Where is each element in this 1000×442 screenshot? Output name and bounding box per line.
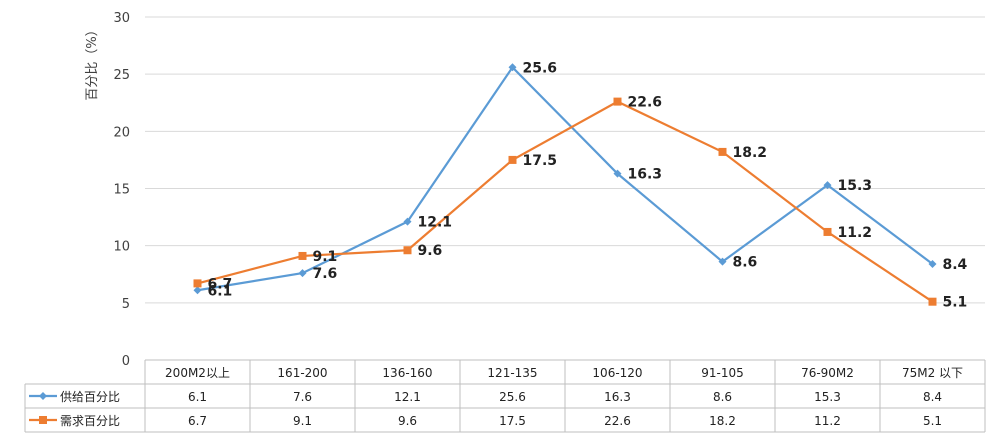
data-label: 5.1: [943, 295, 968, 311]
data-point: [613, 169, 622, 178]
table-cell: 25.6: [499, 390, 526, 404]
data-label: 15.3: [838, 178, 873, 194]
table-cell: 9.1: [293, 414, 312, 428]
table-cell: 7.6: [293, 390, 312, 404]
series-name: 供给百分比: [60, 390, 120, 404]
table-cell: 16.3: [604, 390, 631, 404]
data-point: [718, 257, 727, 266]
table-cell: 6.7: [188, 414, 207, 428]
data-label: 12.1: [418, 215, 453, 231]
series-name: 需求百分比: [60, 414, 120, 428]
category-label: 200M2以上: [165, 366, 230, 380]
data-point: [718, 147, 727, 156]
table-cell: 6.1: [188, 390, 207, 404]
y-tick-label: 0: [122, 354, 130, 369]
category-label: 91-105: [701, 366, 744, 380]
series-line-2: [197, 100, 934, 303]
table-cell: 22.6: [604, 414, 631, 428]
category-label: 106-120: [592, 366, 642, 380]
data-label: 6.1: [208, 283, 233, 299]
table-cell: 12.1: [394, 390, 421, 404]
y-axis-label: 百分比（%）: [85, 23, 100, 100]
category-label: 75M2 以下: [902, 366, 963, 380]
category-label: 76-90M2: [801, 366, 854, 380]
data-label: 8.4: [943, 257, 968, 273]
table-cell: 8.6: [713, 390, 732, 404]
data-label: 9.6: [418, 243, 443, 259]
data-label: 16.3: [628, 167, 663, 183]
data-label: 11.2: [838, 225, 873, 241]
data-point: [193, 279, 202, 288]
y-tick-label: 30: [113, 11, 130, 26]
data-label: 17.5: [523, 153, 558, 169]
data-point: [823, 227, 832, 236]
data-label: 8.6: [733, 255, 758, 271]
y-tick-label: 15: [113, 183, 130, 198]
data-point: [928, 297, 937, 306]
table-cell: 17.5: [499, 414, 526, 428]
table-cell: 18.2: [709, 414, 736, 428]
data-point: [403, 217, 412, 226]
table-cell: 5.1: [923, 414, 942, 428]
series-line-1: [197, 65, 934, 292]
legend-marker: [39, 392, 47, 400]
y-tick-label: 25: [113, 68, 130, 83]
y-tick-label: 20: [113, 125, 130, 140]
data-label: 6.7: [208, 276, 233, 292]
data-label: 25.6: [523, 60, 558, 76]
category-label: 161-200: [277, 366, 327, 380]
data-labels-layer: 6.1 7.6 12.1 25.6 16.3 8.6 15.3 8.4 6.7 9.1 9.6 17.…: [208, 60, 968, 310]
category-label: 121-135: [487, 366, 537, 380]
data-point: [403, 246, 412, 255]
data-point: [193, 286, 202, 295]
data-point: [928, 259, 937, 268]
legend-marker: [39, 416, 47, 424]
data-label: 7.6: [313, 266, 338, 282]
table-cell: 15.3: [814, 390, 841, 404]
series-layer: [193, 63, 937, 306]
table-cell: 9.6: [398, 414, 417, 428]
data-label: 22.6: [628, 95, 663, 111]
y-axis-ticks: 0 5 10 15 20 25 30: [113, 11, 130, 369]
table-cell: 11.2: [814, 414, 841, 428]
data-label: 18.2: [733, 145, 768, 161]
y-tick-label: 5: [122, 297, 130, 312]
data-point: [298, 269, 307, 278]
data-table: 200M2以上 161-200 136-160 121-135 106-120 91-10…: [24, 359, 986, 433]
data-point: [508, 63, 517, 72]
data-point: [508, 155, 517, 164]
gridlines: [145, 16, 985, 304]
table-cell: 8.4: [923, 390, 942, 404]
data-label: 9.1: [313, 249, 338, 265]
data-point: [298, 251, 307, 260]
category-label: 136-160: [382, 366, 432, 380]
data-point: [613, 97, 622, 106]
data-point: [823, 181, 832, 190]
y-tick-label: 10: [113, 240, 130, 255]
